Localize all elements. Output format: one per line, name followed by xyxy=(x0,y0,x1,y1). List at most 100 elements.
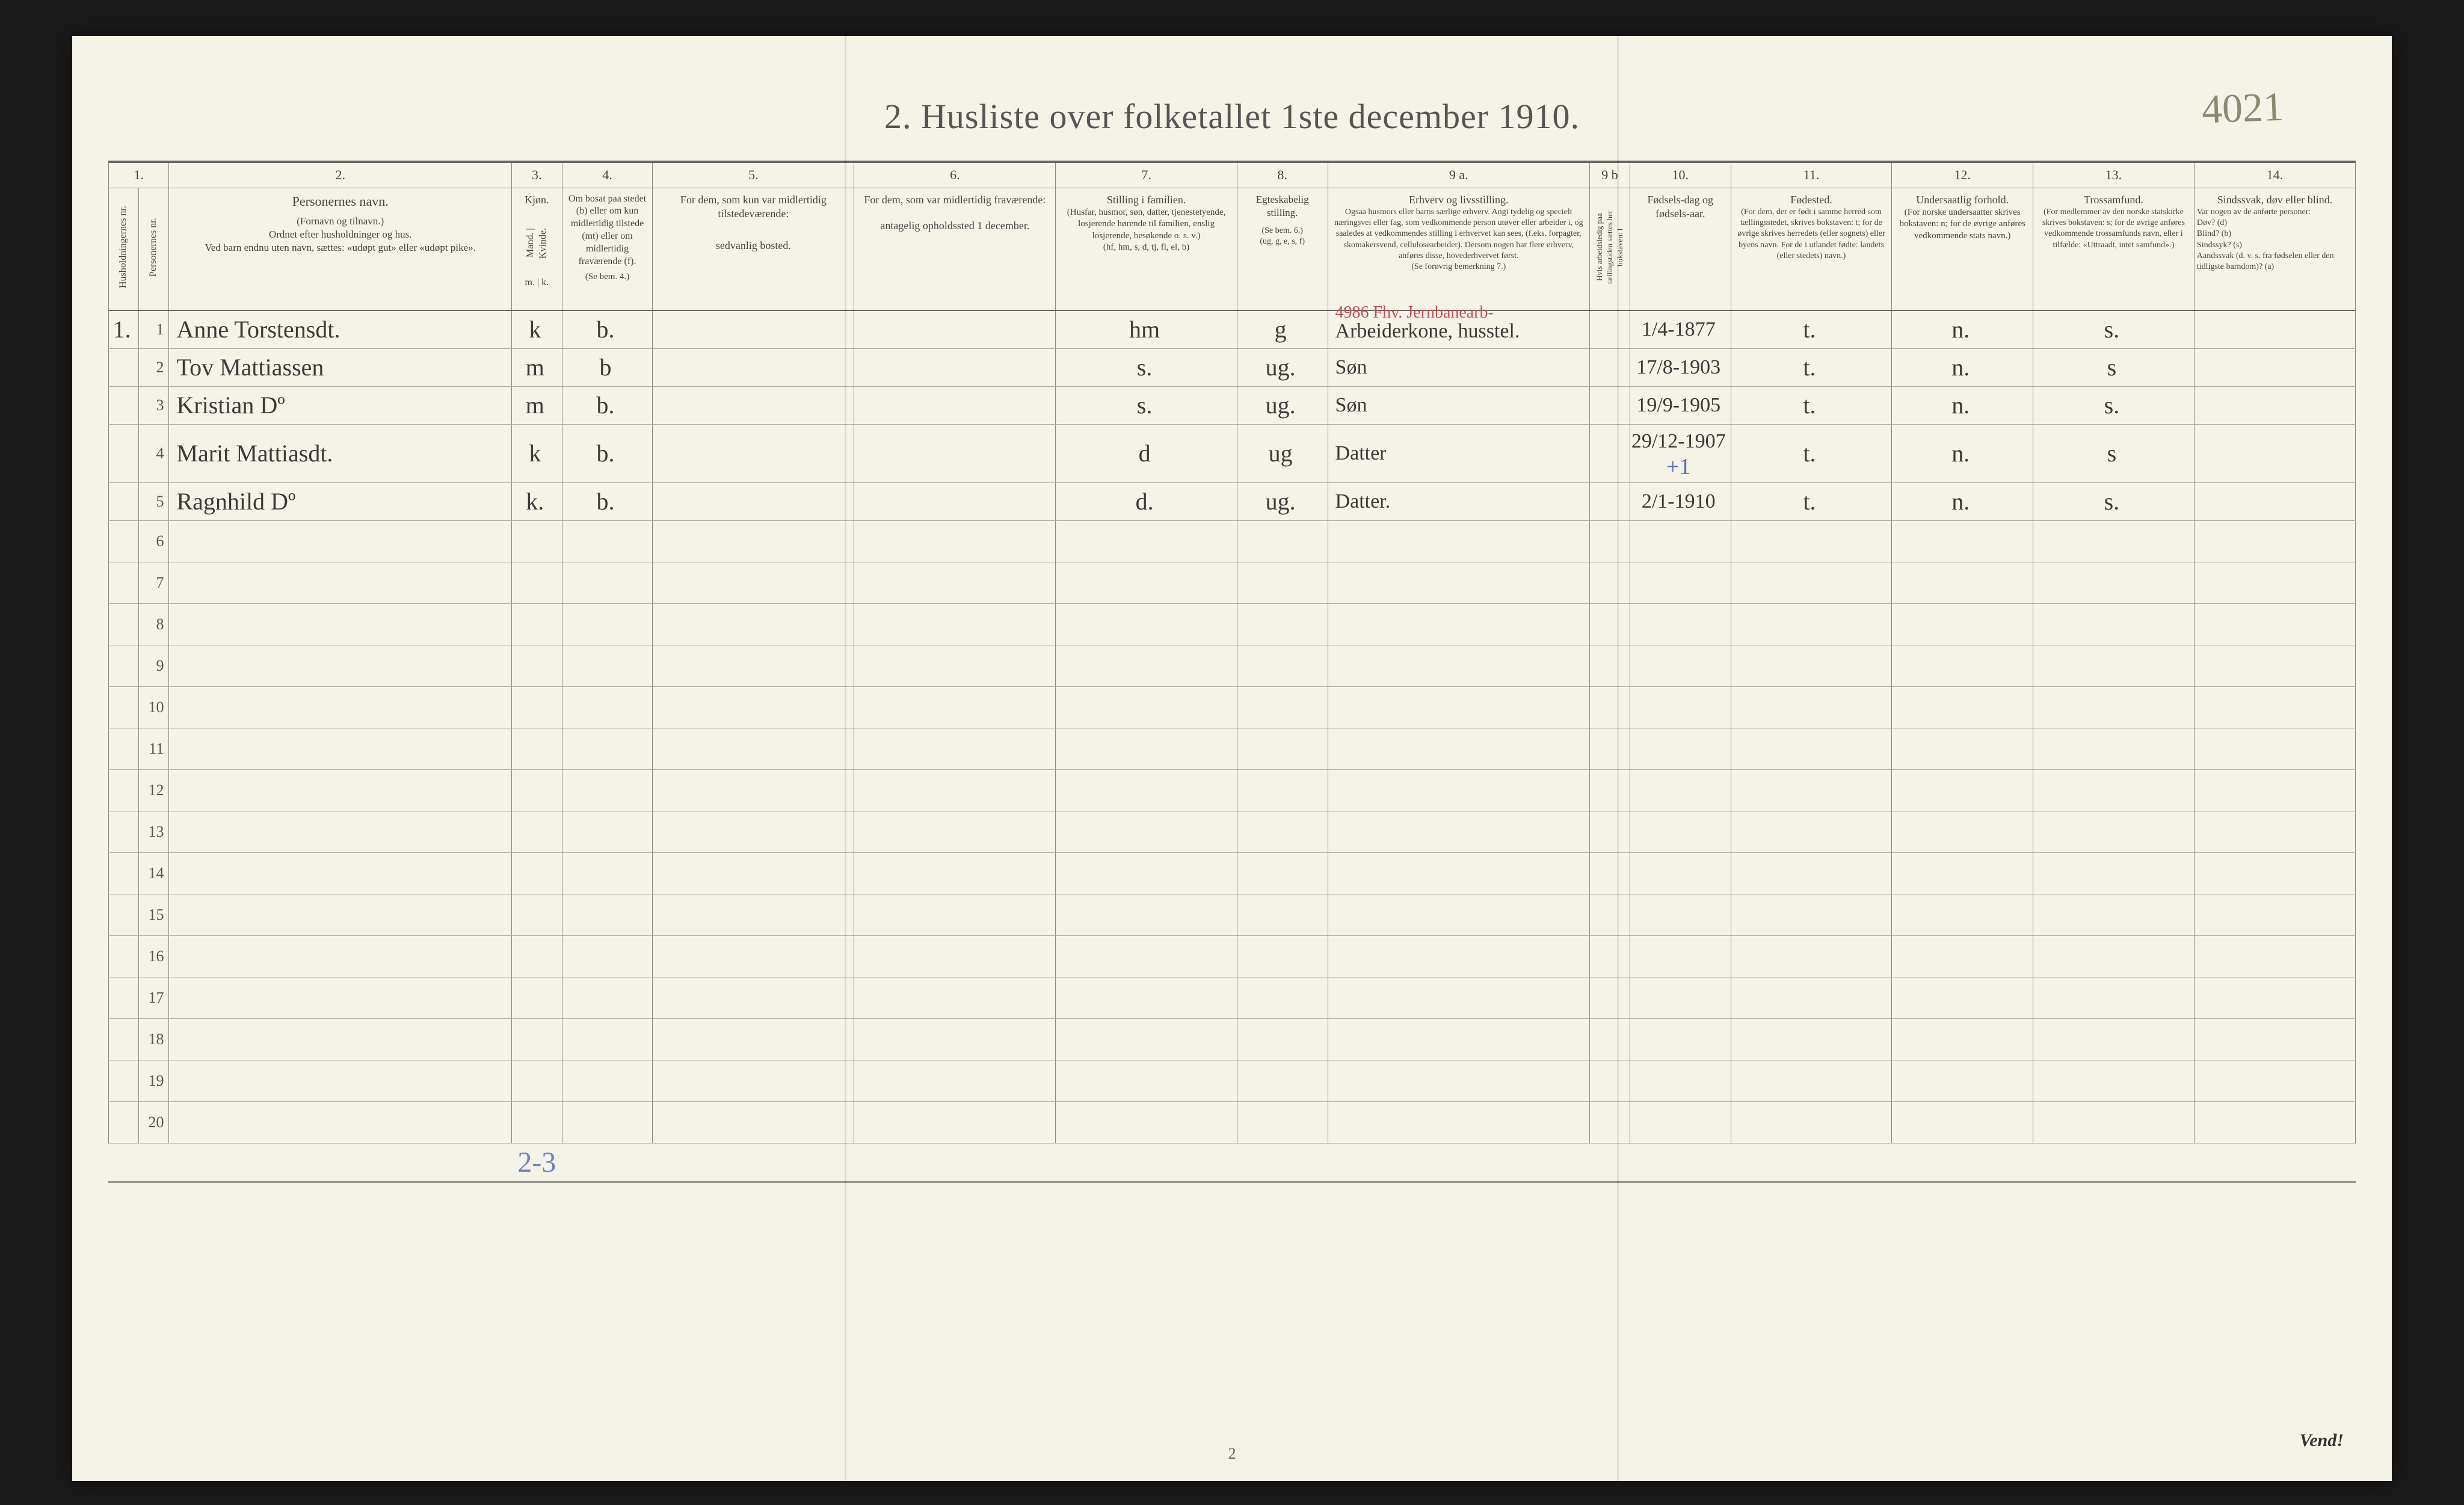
colnum-3: 3. xyxy=(511,163,562,188)
cell-empty xyxy=(1056,852,1237,894)
cell-empty xyxy=(854,1101,1056,1143)
cell-empty xyxy=(653,645,854,686)
cell-sex: k xyxy=(511,310,562,349)
bottom-annotation-cell xyxy=(1731,1143,1892,1181)
cell-empty xyxy=(854,728,1056,769)
cell-occ-text: Arbeiderkone, husstel. xyxy=(1335,320,1586,343)
hdr-res: Om bosat paa stedet (b) eller om kun mid… xyxy=(562,188,653,310)
cell-occ: Datter. xyxy=(1328,482,1589,520)
hdr-mar-sub: (Se bem. 6.) (ug, g, e, s, f) xyxy=(1240,226,1325,247)
hdr-sex: Kjøn. Mand. | Kvinde. m. | k. xyxy=(511,188,562,310)
colnum-13: 13. xyxy=(2033,163,2194,188)
cell-empty xyxy=(169,1060,511,1101)
cell-empty xyxy=(1892,977,2033,1018)
cell-res: b. xyxy=(562,482,653,520)
hdr-rel-title: Trossamfund. xyxy=(2036,193,2191,207)
hdr-place-sub: (For dem, der er født i samme herred som… xyxy=(1734,207,1890,262)
cell-empty xyxy=(854,935,1056,977)
bottom-annotation-cell xyxy=(1237,1143,1328,1181)
colnum-12: 12. xyxy=(1892,163,2033,188)
cell-empty xyxy=(169,852,511,894)
cell-pn: 3 xyxy=(139,386,169,424)
cell-empty xyxy=(2194,562,2355,603)
bottom-annotation-cell xyxy=(109,1143,139,1181)
cell-empty xyxy=(562,1101,653,1143)
column-number-row: 1. 2. 3. 4. 5. 6. 7. 8. 9 a. 9 b 10. 11.… xyxy=(109,163,2356,188)
hdr-c5-title: For dem, som kun var midlertidig tilsted… xyxy=(655,193,851,221)
cell-empty xyxy=(1731,728,1892,769)
cell-c6 xyxy=(854,386,1056,424)
cell-empty xyxy=(1590,935,1630,977)
cell-c5 xyxy=(653,386,854,424)
cell-empty xyxy=(1237,686,1328,728)
cell-empty xyxy=(1328,520,1589,562)
hdr-c6: For dem, som var midlertidig fraværende:… xyxy=(854,188,1056,310)
cell-empty xyxy=(1590,769,1630,811)
table-row: 5Ragnhild Dºk.b.d.ug.Datter.2/1-1910t.n.… xyxy=(109,482,2356,520)
colnum-7: 7. xyxy=(1056,163,1237,188)
cell-name: Ragnhild Dº xyxy=(169,482,511,520)
table-row-empty: 11 xyxy=(109,728,2356,769)
cell-empty xyxy=(1328,977,1589,1018)
cell-c5 xyxy=(653,310,854,349)
table-row-empty: 10 xyxy=(109,686,2356,728)
hdr-rel-sub: (For medlemmer av den norske statskirke … xyxy=(2036,207,2191,251)
hdr-nat-sub: (For norske undersaatter skrives bokstav… xyxy=(1894,207,2030,242)
hdr-name: Personernes navn. (Fornavn og tilnavn.) … xyxy=(169,188,511,310)
cell-pn: 16 xyxy=(139,935,169,977)
hdr-mar: Egteskabelig stilling. (Se bem. 6.) (ug,… xyxy=(1237,188,1328,310)
cell-empty xyxy=(1630,977,1731,1018)
bottom-annotation-cell: 2-3 xyxy=(511,1143,562,1181)
cell-hh xyxy=(109,1060,139,1101)
cell-empty xyxy=(2033,811,2194,852)
cell-empty xyxy=(1237,977,1328,1018)
cell-empty xyxy=(169,769,511,811)
cell-hh xyxy=(109,482,139,520)
cell-empty xyxy=(1056,894,1237,935)
cell-empty xyxy=(1237,894,1328,935)
cell-hh xyxy=(109,769,139,811)
cell-empty xyxy=(2194,852,2355,894)
cell-empty xyxy=(653,811,854,852)
cell-empty xyxy=(1630,811,1731,852)
bottom-annotation-cell xyxy=(1630,1143,1731,1181)
cell-res: b. xyxy=(562,310,653,349)
hdr-c6-sub: antagelig opholdssted 1 december. xyxy=(857,219,1053,233)
cell-empty xyxy=(653,1060,854,1101)
cell-empty xyxy=(854,645,1056,686)
table-row: 4Marit Mattiasdt.kb.dugDatter29/12-1907 … xyxy=(109,424,2356,482)
cell-fam: hm xyxy=(1056,310,1237,349)
cell-empty xyxy=(1630,1060,1731,1101)
cell-empty xyxy=(854,1060,1056,1101)
cell-pn: 11 xyxy=(139,728,169,769)
cell-empty xyxy=(169,935,511,977)
cell-mar: ug. xyxy=(1237,482,1328,520)
cell-empty xyxy=(562,977,653,1018)
bottom-annotation-cell xyxy=(2194,1143,2355,1181)
cell-empty xyxy=(2033,935,2194,977)
cell-hh xyxy=(109,645,139,686)
cell-empty xyxy=(169,977,511,1018)
cell-empty xyxy=(2033,686,2194,728)
cell-empty xyxy=(1892,1018,2033,1060)
cell-empty xyxy=(1328,1018,1589,1060)
cell-empty xyxy=(1237,1060,1328,1101)
hdr-sex-title: Kjøn. xyxy=(514,193,559,207)
cell-empty xyxy=(169,645,511,686)
cell-hh xyxy=(109,520,139,562)
cell-empty xyxy=(1630,686,1731,728)
cell-empty xyxy=(653,1101,854,1143)
cell-rel: s. xyxy=(2033,482,2194,520)
cell-empty xyxy=(2194,686,2355,728)
cell-c14 xyxy=(2194,310,2355,349)
bottom-annotation-cell xyxy=(2033,1143,2194,1181)
cell-empty xyxy=(854,520,1056,562)
bottom-annotation-cell xyxy=(1892,1143,2033,1181)
hdr-nat: Undersaatlig forhold. (For norske unders… xyxy=(1892,188,2033,310)
cell-empty xyxy=(562,645,653,686)
cell-pn: 5 xyxy=(139,482,169,520)
cell-empty xyxy=(511,562,562,603)
bottom-annotation-cell xyxy=(1328,1143,1589,1181)
cell-empty xyxy=(1237,811,1328,852)
cell-empty xyxy=(1892,852,2033,894)
